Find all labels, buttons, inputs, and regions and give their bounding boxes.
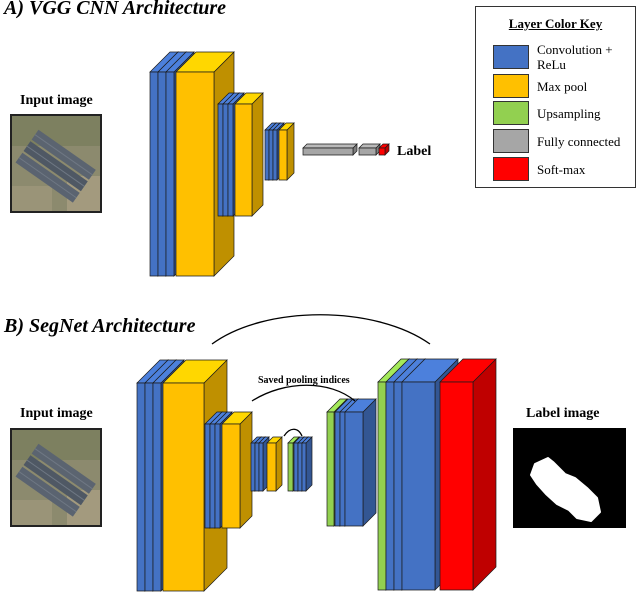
- softmax-layer-39: [439, 381, 474, 591]
- vgg-section-title: A) VGG CNN Architecture: [4, 0, 227, 19]
- conv-layer-9: [268, 129, 274, 181]
- legend-item-fc: Fully connected: [493, 129, 632, 153]
- fc-layer-12: [302, 147, 354, 156]
- pool-layer-11: [278, 129, 288, 181]
- conv-layer-25: [258, 442, 264, 492]
- conv-layer-29: [297, 442, 303, 492]
- legend-box: Layer Color Key Convolution + ReLu Max p…: [475, 6, 636, 188]
- skip-arc-middle: [251, 384, 356, 402]
- up-layer-31: [326, 411, 335, 527]
- fc-layer-13-top: [358, 143, 381, 149]
- conv-layer-32: [334, 411, 341, 527]
- conv-layer-36: [385, 381, 395, 591]
- pool-layer-22-side: [239, 411, 253, 529]
- legend-label-up: Upsampling: [537, 105, 601, 121]
- conv-layer-2: [165, 71, 175, 277]
- up-layer-35: [377, 381, 387, 591]
- softmax-layer-14: [378, 147, 386, 156]
- conv-layer-20: [209, 423, 216, 529]
- conv-layer-21: [214, 423, 221, 529]
- legend-swatch-up: [493, 101, 529, 125]
- conv-layer-5: [222, 103, 229, 217]
- conv-layer-34: [344, 411, 364, 527]
- conv-layer-37: [393, 381, 403, 591]
- conv-layer-34-side: [362, 398, 377, 527]
- conv-layer-4: [217, 103, 224, 217]
- legend-swatch-softmax: [493, 157, 529, 181]
- legend-label-fc: Fully connected: [537, 133, 621, 149]
- conv-layer-24: [254, 442, 260, 492]
- legend-item-conv: Convolution + ReLu: [493, 42, 632, 72]
- pool-layer-26-side: [275, 436, 283, 492]
- segnet-input-image: [10, 428, 102, 527]
- legend-item-pool: Max pool: [493, 74, 632, 98]
- segnet-output-mask: [513, 428, 626, 528]
- pool-layer-7-side: [251, 92, 264, 217]
- segnet-section-title: B) SegNet Architecture: [4, 315, 196, 337]
- conv-layer-16: [144, 382, 154, 592]
- pooling-indices-annotation: Saved pooling indices: [258, 375, 350, 386]
- conv-layer-30-side: [305, 436, 313, 492]
- up-layer-27: [287, 442, 294, 492]
- conv-layer-10: [272, 129, 278, 181]
- conv-layer-19: [204, 423, 211, 529]
- fc-layer-12-top: [302, 143, 358, 149]
- conv-layer-15: [136, 382, 146, 592]
- vgg-input-image: [10, 114, 102, 213]
- legend-item-up: Upsampling: [493, 101, 632, 125]
- pool-layer-26: [266, 442, 277, 492]
- conv-layer-8: [264, 129, 270, 181]
- legend-title: Layer Color Key: [508, 16, 603, 31]
- pool-layer-7: [234, 103, 253, 217]
- pool-layer-18: [162, 382, 205, 592]
- segnet-input-label: Input image: [20, 406, 93, 421]
- skip-arc-outer: [211, 314, 431, 345]
- conv-layer-33: [339, 411, 346, 527]
- legend-label-conv: Convolution + ReLu: [537, 42, 613, 72]
- legend-swatch-conv: [493, 45, 529, 69]
- legend-swatch-pool: [493, 74, 529, 98]
- pool-layer-22: [221, 423, 241, 529]
- pool-layer-3: [175, 71, 215, 277]
- segnet-output-label: Label image: [526, 406, 600, 421]
- fc-layer-13: [358, 147, 377, 156]
- vgg-input-label: Input image: [20, 93, 93, 108]
- vgg-output-label: Label: [397, 144, 432, 159]
- skip-arc-inner: [283, 428, 303, 437]
- legend-item-softmax: Soft-max: [493, 157, 632, 181]
- conv-layer-30: [301, 442, 307, 492]
- legend-label-pool: Max pool: [537, 78, 588, 94]
- conv-layer-1: [157, 71, 167, 277]
- legend-label-softmax: Soft-max: [537, 161, 586, 177]
- conv-layer-17: [152, 382, 162, 592]
- conv-layer-23: [250, 442, 256, 492]
- softmax-layer-39-side: [472, 358, 497, 591]
- conv-layer-28: [293, 442, 299, 492]
- conv-layer-6: [227, 103, 234, 217]
- conv-layer-0: [149, 71, 159, 277]
- pool-layer-11-side: [286, 122, 295, 181]
- legend-swatch-fc: [493, 129, 529, 153]
- conv-layer-38: [401, 381, 436, 591]
